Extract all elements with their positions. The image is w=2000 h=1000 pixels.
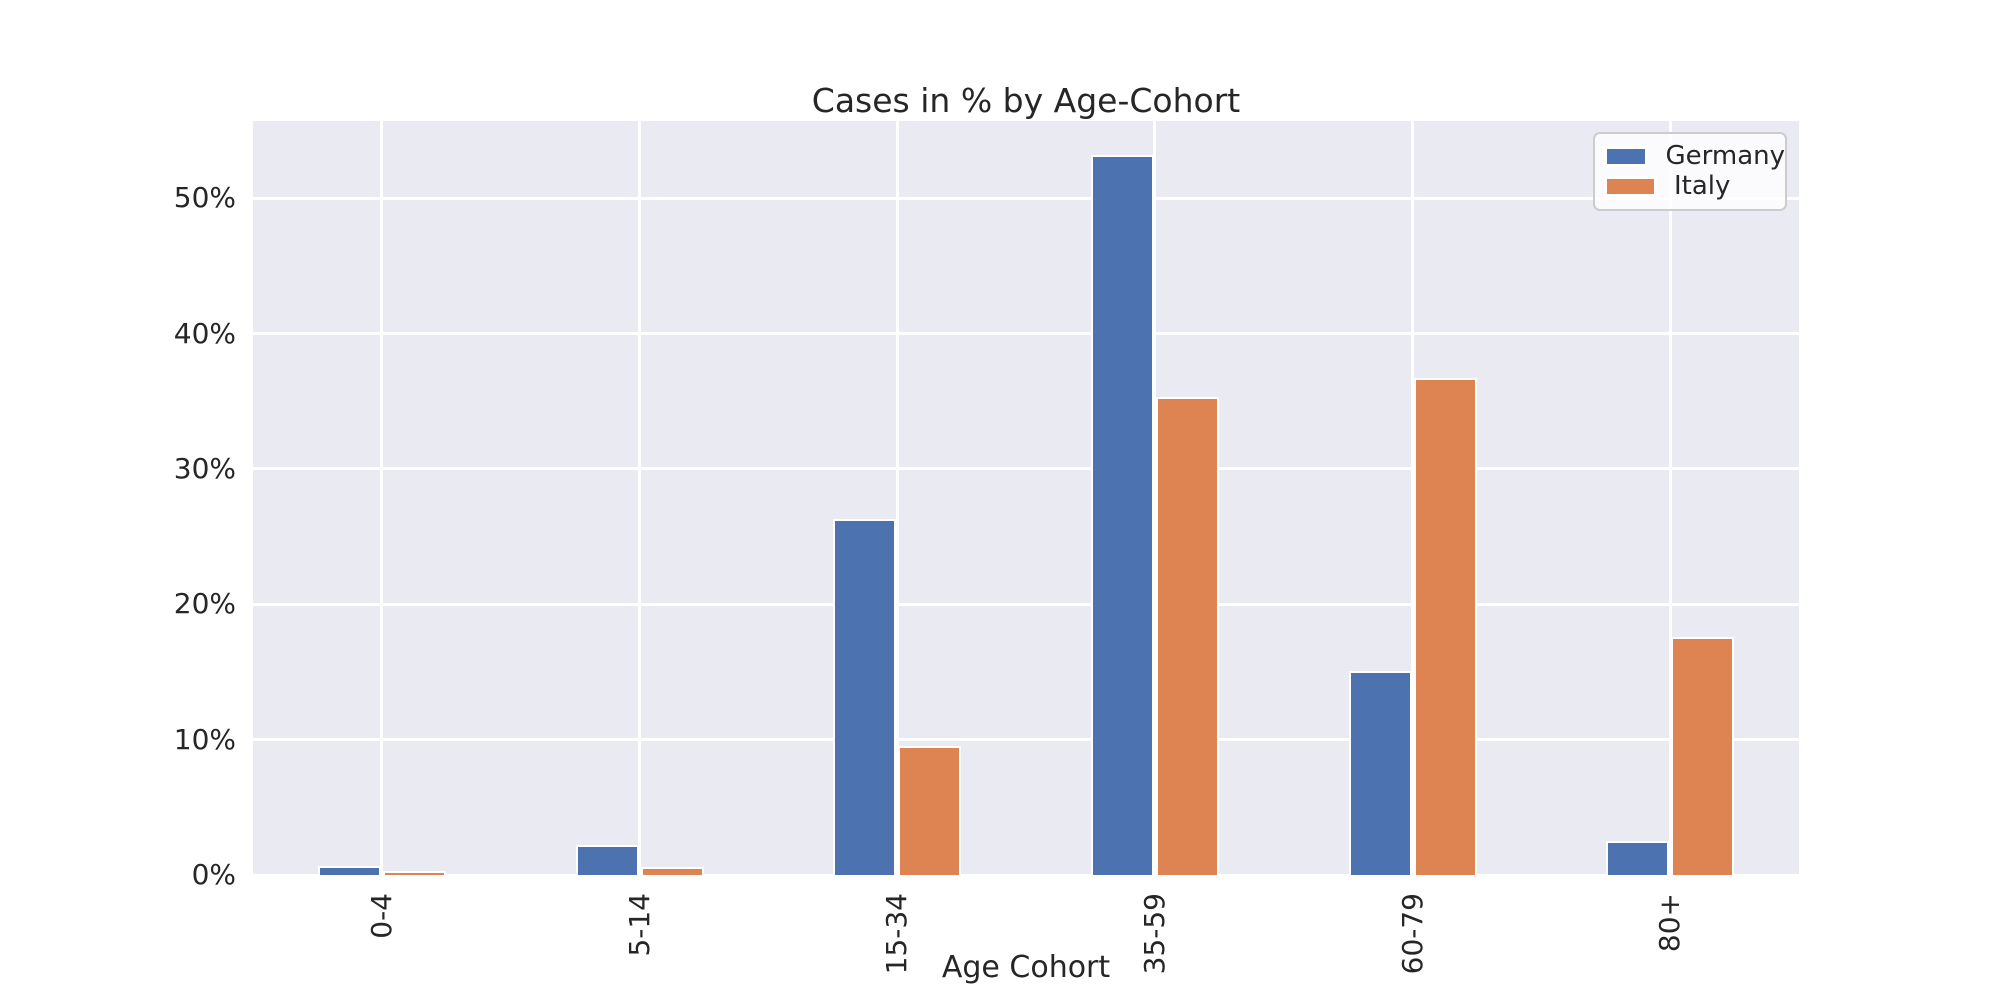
bar-germany-5-14 bbox=[576, 845, 639, 875]
h-gridline-10% bbox=[253, 738, 1799, 742]
chart-title: Cases in % by Age-Cohort bbox=[811, 81, 1241, 120]
h-gridline-50% bbox=[253, 196, 1799, 200]
bar-italy-60-79 bbox=[1414, 378, 1477, 875]
y-tick-label-20%: 20% bbox=[173, 587, 236, 621]
h-gridline-40% bbox=[253, 332, 1799, 336]
v-gridline-80+ bbox=[1668, 121, 1672, 875]
v-gridline-35-59 bbox=[1153, 121, 1157, 875]
y-tick-label-40%: 40% bbox=[173, 316, 236, 350]
bar-italy-5-14 bbox=[641, 867, 704, 875]
y-tick-label-10%: 10% bbox=[173, 722, 236, 756]
bar-germany-15-34 bbox=[833, 519, 896, 875]
germany-color-swatch bbox=[1604, 145, 1649, 167]
y-tick-label-0%: 0% bbox=[191, 858, 236, 891]
bar-italy-80+ bbox=[1671, 637, 1734, 875]
bar-italy-15-34 bbox=[898, 746, 961, 875]
legend-item-germany: Germany bbox=[1604, 141, 1785, 171]
italy-color-swatch bbox=[1604, 175, 1657, 197]
h-gridline-30% bbox=[253, 467, 1799, 471]
h-gridline-20% bbox=[253, 602, 1799, 606]
v-gridline-60-79 bbox=[1411, 121, 1414, 875]
x-axis-label: Age Cohort bbox=[941, 950, 1111, 985]
v-gridline-0-4 bbox=[380, 121, 384, 875]
h-gridline-0% bbox=[253, 873, 1799, 875]
bar-germany-80+ bbox=[1606, 841, 1669, 875]
v-gridline-5-14 bbox=[638, 121, 641, 875]
bar-germany-35-59 bbox=[1091, 155, 1154, 875]
legend-item-italy: Italy bbox=[1604, 171, 1785, 201]
plot-area: Germany Italy bbox=[253, 121, 1799, 875]
x-tick-label-5-14: 5-14 bbox=[622, 893, 656, 957]
bar-germany-0-4 bbox=[318, 866, 381, 875]
bar-italy-35-59 bbox=[1156, 397, 1219, 875]
y-tick-label-50%: 50% bbox=[173, 181, 236, 215]
bar-germany-60-79 bbox=[1349, 671, 1412, 875]
v-gridline-15-34 bbox=[895, 121, 899, 875]
y-tick-label-30%: 30% bbox=[173, 451, 236, 485]
bar-italy-0-4 bbox=[383, 871, 446, 875]
x-tick-label-0-4: 0-4 bbox=[364, 893, 398, 939]
legend-label-italy: Italy bbox=[1674, 171, 1731, 201]
legend: Germany Italy bbox=[1593, 132, 1787, 211]
x-tick-label-80+: 80+ bbox=[1653, 893, 1687, 953]
legend-label-germany: Germany bbox=[1665, 141, 1785, 171]
